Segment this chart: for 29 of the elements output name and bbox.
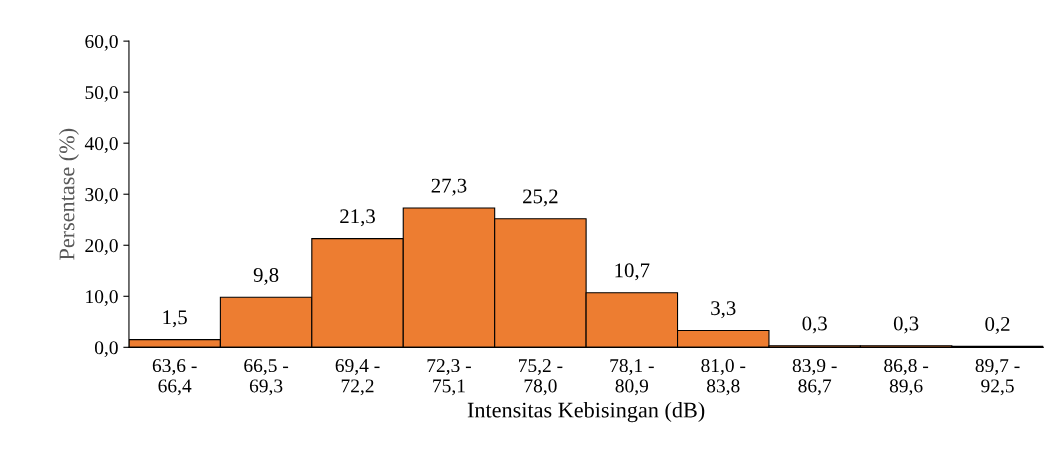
y-tick-label: 60,0 (85, 34, 118, 51)
data-label: 3,3 (711, 301, 736, 319)
x-tick-label: 63,6 - 66,4 (152, 359, 197, 396)
data-label: 0,2 (985, 316, 1010, 334)
data-label: 1,5 (163, 310, 187, 328)
y-tick-label: 40,0 (84, 137, 118, 153)
y-tick-label: 30,0 (85, 188, 118, 204)
y-tick-label: 50,0 (85, 85, 118, 102)
data-label: 21,3 (340, 209, 375, 227)
x-tick-label: 83,9 - 86,7 (792, 358, 837, 396)
x-tick-label: 86,8 - 89,6 (884, 358, 929, 396)
y-axis-title: Persentase (%) (58, 128, 79, 260)
data-label: 9,8 (253, 267, 279, 285)
x-tick-label: 69,4 - 72,2 (335, 359, 380, 396)
data-label: 10,7 (615, 263, 650, 281)
data-label: 0,3 (893, 316, 919, 334)
y-tick-label: 20,0 (85, 239, 118, 255)
x-tick-label: 78,1 - 80,9 (610, 358, 654, 396)
y-tick-label: 0,0 (94, 341, 118, 358)
x-tick-label: 72,3 - 75,1 (427, 359, 471, 396)
x-tick-label: 81,0 - 83,8 (701, 358, 746, 396)
x-tick-label: 75,2 - 78,0 (518, 359, 563, 396)
x-tick-label: 66,5 - 69,3 (244, 359, 289, 396)
data-label: 25,2 (523, 189, 558, 207)
x-tick-label: 89,7 - 92,5 (975, 358, 1020, 396)
x-axis-title: Intensitas Kebisingan (dB) (467, 401, 705, 423)
data-label: 27,3 (431, 178, 467, 196)
data-label: 0,3 (802, 316, 827, 334)
y-tick-label: 10,0 (86, 290, 118, 307)
